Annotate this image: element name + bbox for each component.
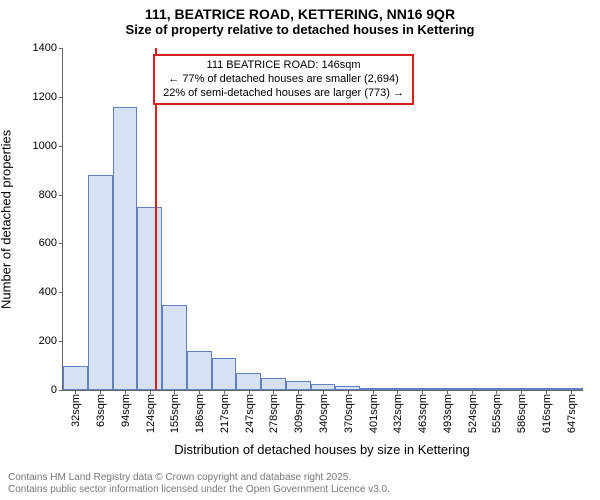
- y-tick-mark: [59, 195, 63, 196]
- y-tick-mark: [59, 243, 63, 244]
- x-tick-mark: [298, 390, 299, 394]
- histogram-bar: [236, 373, 261, 390]
- x-tick-label: 94sqm: [120, 394, 132, 427]
- y-tick-mark: [59, 341, 63, 342]
- annotation-line: ← 77% of detached houses are smaller (2,…: [163, 73, 404, 87]
- x-tick-mark: [75, 390, 76, 394]
- histogram-bar: [286, 381, 311, 390]
- y-axis-label: Number of detached properties: [0, 129, 14, 308]
- chart-title-main: 111, BEATRICE ROAD, KETTERING, NN16 9QR: [0, 0, 600, 22]
- x-tick-mark: [323, 390, 324, 394]
- x-tick-label: 586sqm: [516, 394, 528, 433]
- x-tick-label: 401sqm: [368, 394, 380, 433]
- x-tick-mark: [422, 390, 423, 394]
- attribution-line-2: Contains public sector information licen…: [8, 484, 390, 496]
- x-tick-mark: [571, 390, 572, 394]
- x-tick-mark: [546, 390, 547, 394]
- x-tick-mark: [397, 390, 398, 394]
- x-tick-label: 309sqm: [293, 394, 305, 433]
- x-tick-label: 217sqm: [219, 394, 231, 433]
- x-tick-mark: [199, 390, 200, 394]
- histogram-bar: [113, 107, 138, 390]
- annotation-line: 22% of semi-detached houses are larger (…: [163, 87, 404, 101]
- x-tick-mark: [249, 390, 250, 394]
- y-tick-mark: [59, 146, 63, 147]
- x-tick-mark: [174, 390, 175, 394]
- x-tick-mark: [521, 390, 522, 394]
- x-tick-label: 555sqm: [491, 394, 503, 433]
- x-tick-mark: [373, 390, 374, 394]
- x-tick-label: 278sqm: [268, 394, 280, 433]
- x-tick-label: 463sqm: [417, 394, 429, 433]
- attribution-line-1: Contains HM Land Registry data © Crown c…: [8, 472, 390, 484]
- y-tick-mark: [59, 292, 63, 293]
- y-tick-mark: [59, 48, 63, 49]
- x-tick-label: 370sqm: [343, 394, 355, 433]
- x-tick-mark: [447, 390, 448, 394]
- y-tick-mark: [59, 97, 63, 98]
- histogram-bar: [137, 207, 162, 390]
- x-tick-mark: [150, 390, 151, 394]
- x-tick-mark: [273, 390, 274, 394]
- x-tick-mark: [348, 390, 349, 394]
- histogram-bar: [187, 351, 212, 390]
- attribution-text: Contains HM Land Registry data © Crown c…: [8, 472, 390, 496]
- x-tick-mark: [224, 390, 225, 394]
- x-tick-label: 340sqm: [318, 394, 330, 433]
- x-tick-label: 432sqm: [392, 394, 404, 433]
- x-tick-label: 124sqm: [145, 394, 157, 433]
- chart-container: { "title": { "main": "111, BEATRICE ROAD…: [0, 0, 600, 500]
- x-tick-label: 63sqm: [95, 394, 107, 427]
- marker-annotation-box: 111 BEATRICE ROAD: 146sqm← 77% of detach…: [153, 54, 414, 105]
- x-axis-label: Distribution of detached houses by size …: [62, 442, 582, 457]
- x-tick-label: 32sqm: [70, 394, 82, 427]
- histogram-bar: [63, 366, 88, 390]
- x-tick-label: 647sqm: [566, 394, 578, 433]
- x-tick-mark: [472, 390, 473, 394]
- histogram-bar: [88, 175, 113, 390]
- x-tick-mark: [496, 390, 497, 394]
- x-tick-label: 616sqm: [541, 394, 553, 433]
- histogram-bar: [212, 358, 237, 390]
- chart-title-sub: Size of property relative to detached ho…: [0, 22, 600, 37]
- histogram-bar: [261, 378, 286, 390]
- x-tick-label: 186sqm: [194, 394, 206, 433]
- x-tick-label: 524sqm: [467, 394, 479, 433]
- x-tick-label: 155sqm: [169, 394, 181, 433]
- x-tick-label: 493sqm: [442, 394, 454, 433]
- x-tick-mark: [125, 390, 126, 394]
- annotation-line: 111 BEATRICE ROAD: 146sqm: [163, 59, 404, 73]
- x-tick-mark: [100, 390, 101, 394]
- histogram-bar: [162, 305, 187, 391]
- x-tick-label: 247sqm: [244, 394, 256, 433]
- y-tick-mark: [59, 390, 63, 391]
